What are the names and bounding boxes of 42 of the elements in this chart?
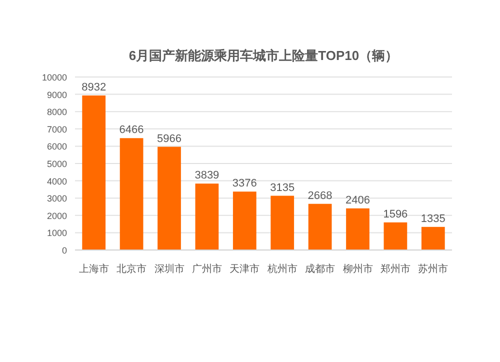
bar	[308, 204, 332, 250]
x-tick-label: 北京市	[116, 263, 147, 275]
y-tick-label: 10000	[42, 72, 67, 82]
bar	[232, 192, 256, 250]
data-label: 2406	[346, 194, 370, 206]
x-tick-label: 天津市	[230, 263, 260, 275]
y-tick-label: 7000	[46, 124, 67, 134]
bar	[346, 208, 370, 250]
y-tick-label: 5000	[46, 159, 67, 169]
y-tick-label: 8000	[46, 107, 67, 118]
data-label: 3839	[194, 170, 220, 182]
y-tick-label: 2000	[46, 210, 67, 221]
chart-title: 6月国产新能源乘用车城市上险量TOP10（辆）	[128, 48, 398, 63]
data-label: 3376	[232, 178, 257, 190]
data-label: 5966	[157, 132, 182, 145]
bar	[82, 95, 106, 250]
data-label: 8932	[82, 81, 106, 94]
y-tick-label: 9000	[46, 90, 67, 100]
data-label: 1335	[420, 212, 446, 225]
data-label: 6466	[119, 124, 144, 136]
x-tick-label: 广州市	[192, 263, 222, 275]
y-tick-label: 4000	[46, 176, 67, 186]
x-tick-label: 成都市	[305, 263, 336, 275]
bar	[421, 226, 445, 250]
x-tick-label: 杭州市	[266, 263, 298, 275]
bar	[195, 184, 219, 250]
data-label: 2668	[308, 190, 332, 202]
bar	[120, 138, 144, 250]
y-tick-label: 3000	[46, 194, 67, 204]
bar	[384, 222, 408, 250]
data-label: 1596	[383, 208, 408, 220]
y-tick-label: 6000	[46, 142, 67, 152]
bar	[158, 146, 181, 250]
x-tick-label: 苏州市	[418, 263, 448, 275]
x-tick-label: 上海市	[78, 263, 109, 275]
bar	[270, 196, 294, 250]
y-tick-label: 0	[62, 246, 67, 256]
x-tick-label: 深圳市	[154, 263, 184, 275]
y-tick-label: 1000	[46, 228, 67, 238]
data-label: 3135	[270, 182, 295, 194]
x-tick-label: 郑州市	[380, 263, 410, 275]
x-tick-label: 柳州市	[342, 263, 373, 275]
